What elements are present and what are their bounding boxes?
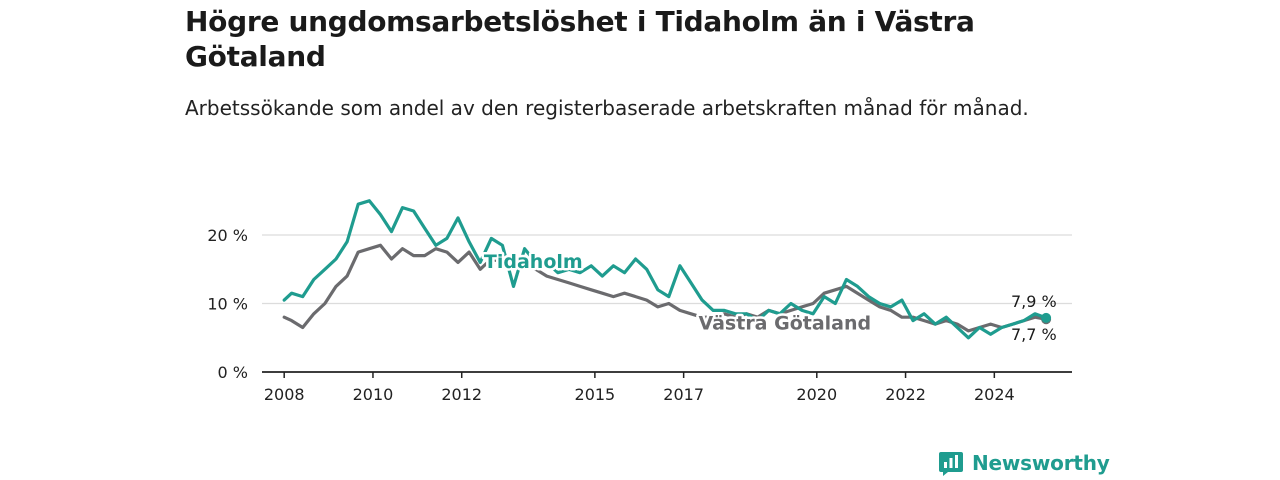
x-tick-label: 2012 bbox=[441, 385, 482, 404]
x-tick-label: 2017 bbox=[663, 385, 704, 404]
chart-subtitle: Arbetssökande som andel av den registerb… bbox=[185, 96, 1029, 120]
label-layer: 0 % 10 % 20 % 2008 2010 2012 2015 2017 2020 2022 2… bbox=[207, 226, 1056, 404]
end-label-vastra-gotaland: 7,7 % bbox=[1011, 325, 1057, 344]
grid-layer bbox=[262, 234, 1072, 378]
series-end-point-tidaholm bbox=[1041, 312, 1052, 323]
series-label-tidaholm: Tidaholm bbox=[484, 251, 583, 273]
end-label-tidaholm: 7,9 % bbox=[1011, 292, 1057, 311]
chart-title: Högre ungdomsarbetslöshet i Tidaholm än … bbox=[185, 5, 975, 73]
brand: Newsworthy bbox=[938, 449, 1110, 477]
series-line-tidaholm bbox=[282, 199, 1048, 340]
series-label-vastra-gotaland: Västra Götaland bbox=[698, 313, 871, 335]
brand-name: Newsworthy bbox=[972, 451, 1110, 475]
x-tick-label: 2015 bbox=[575, 385, 616, 404]
y-tick-label: 10 % bbox=[207, 295, 248, 314]
x-tick-label: 2022 bbox=[885, 385, 926, 404]
series-layer bbox=[282, 199, 1052, 340]
x-tick-label: 2010 bbox=[353, 385, 394, 404]
newsworthy-logo-icon bbox=[939, 452, 963, 476]
series-line-vastra-gotaland bbox=[282, 243, 1048, 333]
x-tick-label: 2020 bbox=[796, 385, 837, 404]
x-tick-label: 2024 bbox=[974, 385, 1015, 404]
y-tick-label: 20 % bbox=[207, 226, 248, 245]
y-tick-label: 0 % bbox=[218, 363, 248, 382]
x-tick-label: 2008 bbox=[264, 385, 305, 404]
